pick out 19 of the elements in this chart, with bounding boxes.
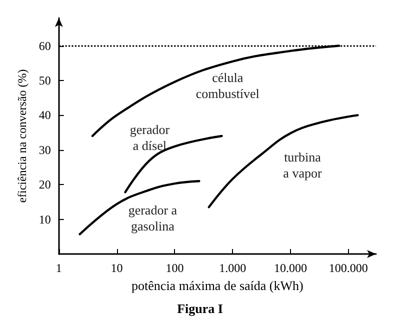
- series-label: gerador a gasolina: [128, 202, 178, 234]
- series-label: célula combustível: [196, 70, 260, 101]
- y-tick-label: 40: [38, 108, 51, 122]
- series-label: turbina a vapor: [283, 150, 322, 181]
- text: Figura I: [177, 301, 223, 316]
- x-tick-label: 10.000: [274, 261, 307, 275]
- y-tick-label: 50: [38, 73, 51, 88]
- x-tick-label: 100: [166, 261, 184, 275]
- series-label: gerador a dísel: [130, 122, 170, 153]
- y-tick-label: 30: [38, 142, 51, 157]
- x-tick-label: 1: [56, 261, 62, 275]
- x-tick-label: 10: [110, 261, 123, 275]
- x-tick-label: 100.000: [328, 261, 368, 275]
- x-tick-label: 1.000: [219, 261, 246, 275]
- y-tick-label: 20: [38, 178, 51, 192]
- x-axis-title: potência máxima de saída (kWh): [132, 278, 304, 293]
- y-axis-title: eficiência na conversão (%): [15, 69, 29, 203]
- y-tick-label: 10: [38, 212, 51, 226]
- y-tick-label: 60: [38, 38, 51, 53]
